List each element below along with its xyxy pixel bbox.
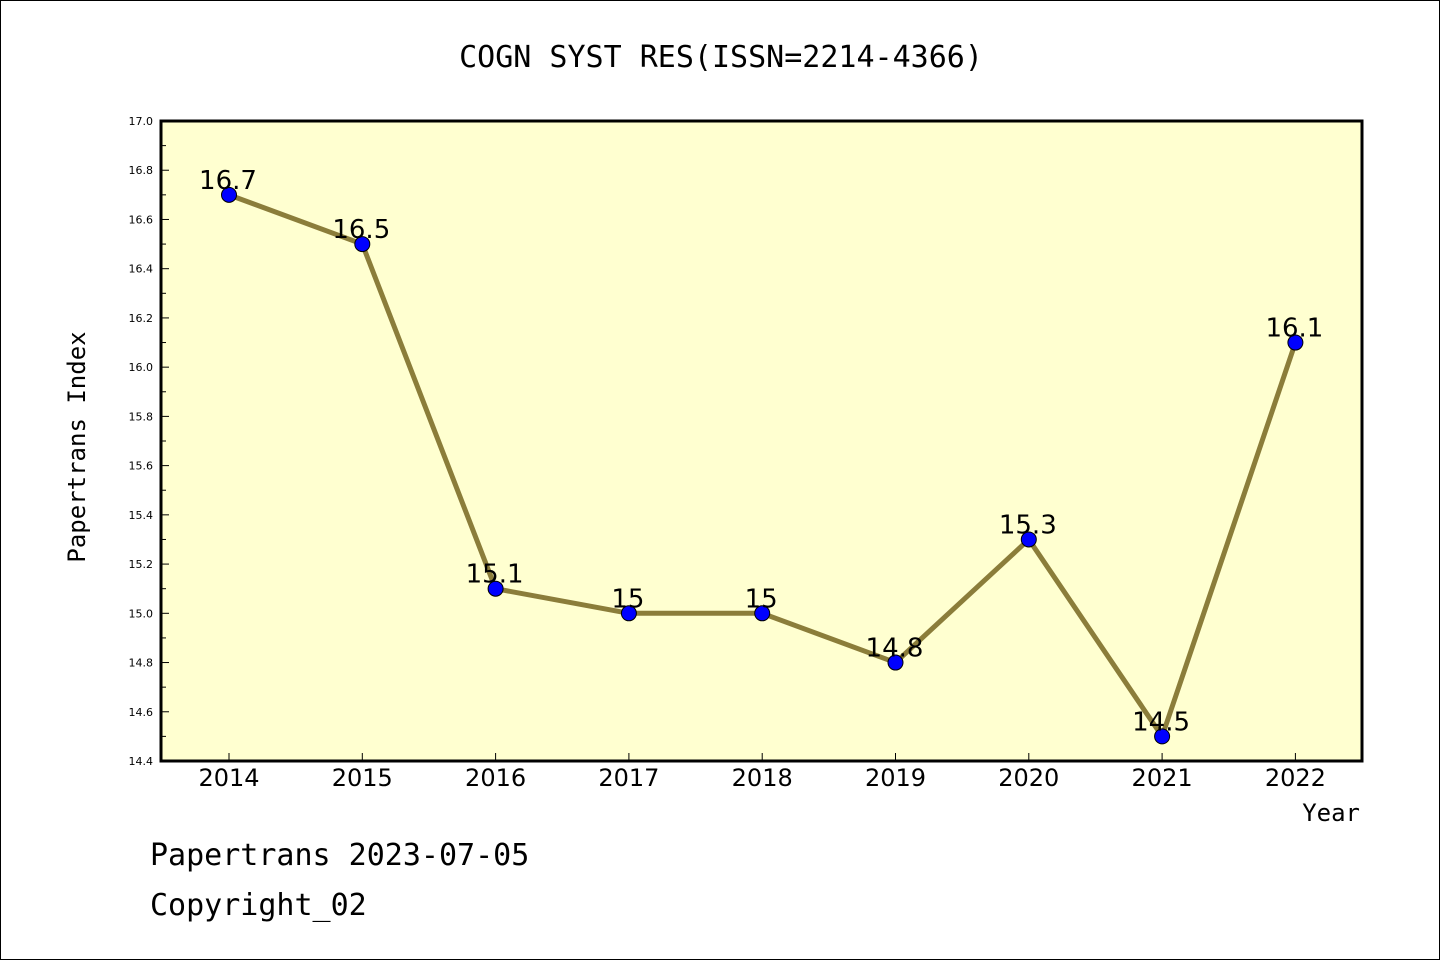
footer-copyright: Copyright_02 bbox=[150, 888, 367, 923]
data-point bbox=[221, 186, 237, 203]
data-label: 14.8 bbox=[866, 634, 924, 664]
x-tick-label: 2019 bbox=[865, 764, 926, 792]
x-tick-label: 2021 bbox=[1132, 764, 1193, 792]
data-label: 14.5 bbox=[1132, 707, 1190, 737]
data-point bbox=[487, 580, 504, 597]
x-tick-label: 2015 bbox=[332, 764, 393, 792]
data-point bbox=[354, 236, 371, 253]
x-axis-label: Year bbox=[1302, 799, 1360, 827]
y-tick-label: 14.6 bbox=[129, 706, 154, 719]
y-tick-label: 15.6 bbox=[129, 460, 154, 473]
data-label: 15.3 bbox=[999, 510, 1057, 540]
y-tick-label: 14.8 bbox=[129, 657, 154, 670]
data-label: 15 bbox=[745, 584, 778, 614]
y-tick-label: 14.4 bbox=[129, 755, 154, 768]
data-point bbox=[754, 605, 771, 622]
y-tick-label: 16.0 bbox=[129, 361, 154, 374]
data-label: 15.1 bbox=[466, 560, 524, 590]
data-point bbox=[620, 605, 637, 622]
y-tick-label: 16.4 bbox=[129, 263, 154, 276]
x-tick-label: 2022 bbox=[1265, 764, 1326, 792]
x-tick-label: 2020 bbox=[998, 764, 1059, 792]
data-label: 15 bbox=[611, 584, 644, 614]
data-label: 16.7 bbox=[199, 166, 257, 196]
x-tick-label: 2017 bbox=[598, 764, 659, 792]
x-tick-label: 2016 bbox=[465, 764, 526, 792]
series-layer: 16.7 16.5 15.1 15 15 14.8 15.3 14.5 16.1 bbox=[199, 166, 1323, 745]
x-axis: 2014 2015 2016 2017 2018 2019 2020 2021 2022 bbox=[198, 753, 1326, 792]
y-tick-label: 15.4 bbox=[129, 509, 154, 522]
data-point bbox=[1020, 531, 1037, 548]
chart-title: COGN SYST RES(ISSN=2214-4366) bbox=[459, 40, 983, 75]
plot-area bbox=[159, 119, 1364, 763]
y-tick-label: 15.8 bbox=[129, 410, 154, 423]
y-axis-label: Papertrans Index bbox=[63, 331, 91, 562]
y-tick-label: 15.0 bbox=[129, 607, 154, 620]
x-tick-label: 2014 bbox=[198, 764, 259, 792]
data-label: 16.1 bbox=[1265, 314, 1323, 344]
x-tick-label: 2018 bbox=[732, 764, 793, 792]
y-axis: 14.4 14.6 14.8 15.0 15.2 15.4 15.6 15.8 16.0 16.2… bbox=[129, 115, 169, 768]
data-point bbox=[1154, 728, 1171, 745]
data-point bbox=[887, 654, 904, 671]
footer-date: Papertrans 2023-07-05 bbox=[150, 838, 529, 873]
data-label: 16.5 bbox=[332, 215, 390, 245]
data-point bbox=[1287, 334, 1304, 351]
y-tick-label: 16.2 bbox=[129, 312, 154, 325]
y-tick-label: 17.0 bbox=[129, 115, 154, 128]
y-tick-label: 16.6 bbox=[129, 213, 154, 226]
y-tick-label: 16.8 bbox=[129, 164, 154, 177]
y-tick-label: 15.2 bbox=[129, 558, 154, 571]
